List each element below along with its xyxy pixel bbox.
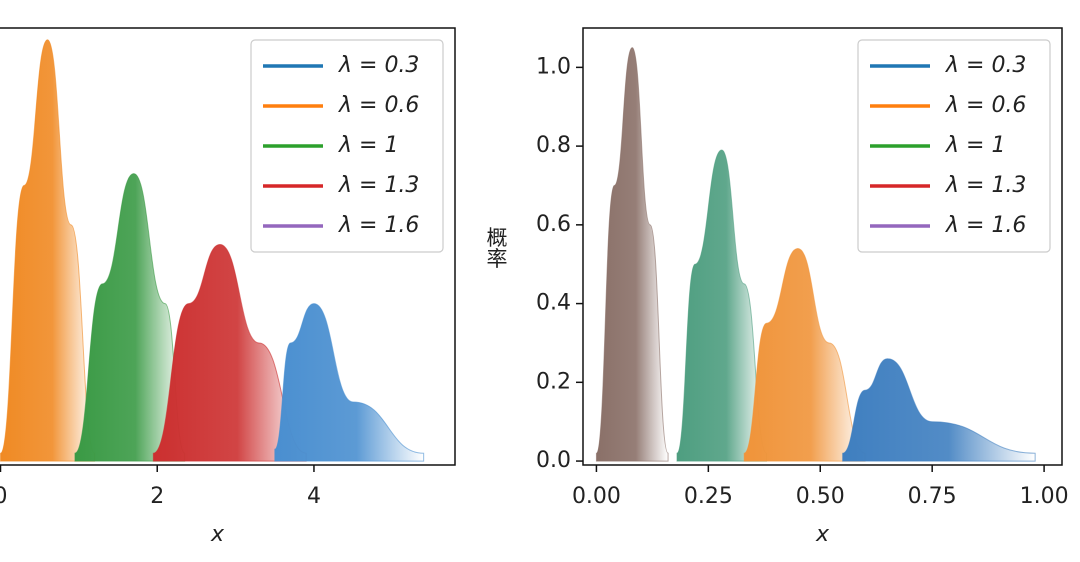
area <box>595 47 669 462</box>
area <box>743 247 866 462</box>
legend-label: λ = 1.3 <box>945 173 1026 198</box>
legend-label: λ = 1.3 <box>338 173 419 198</box>
plot-frame <box>582 27 1063 466</box>
legend-box <box>250 39 444 253</box>
x-tick-label: 0.25 <box>684 484 733 509</box>
legend-label: λ = 0.3 <box>338 53 419 78</box>
legend-label: λ = 0.6 <box>945 93 1026 118</box>
area <box>274 303 425 462</box>
x-tick-label: 2 <box>150 484 164 509</box>
x-tick-label: 0.00 <box>572 484 621 509</box>
y-tick-label: 0.4 <box>536 291 571 316</box>
legend-label: λ = 0.3 <box>945 53 1026 78</box>
area <box>842 358 1036 462</box>
legend-label: λ = 1.6 <box>338 213 419 238</box>
y-tick-label: 0.0 <box>536 448 571 473</box>
y-tick-label: 0.2 <box>536 369 571 394</box>
legend-box <box>857 39 1051 253</box>
x-axis-label: x <box>815 522 830 547</box>
x-tick-label: 0 <box>0 484 8 509</box>
x-tick-label: 1.00 <box>1020 484 1069 509</box>
legend-label: λ = 0.6 <box>338 93 419 118</box>
legend-label: λ = 1.6 <box>945 213 1026 238</box>
area <box>676 149 768 462</box>
x-axis-label: x <box>210 522 225 547</box>
y-tick-label: 0.6 <box>536 212 571 237</box>
y-tick-label: 0.8 <box>536 133 571 158</box>
x-tick-label: 0.75 <box>908 484 957 509</box>
plot-frame <box>0 27 456 466</box>
legend-label: λ = 1 <box>945 133 1005 158</box>
area <box>0 39 96 462</box>
x-tick-label: 4 <box>307 484 321 509</box>
legend-label: λ = 1 <box>338 133 398 158</box>
y-axis-label: 概率 <box>484 227 508 269</box>
y-tick-label: 1.0 <box>536 54 571 79</box>
x-tick-label: 0.50 <box>796 484 845 509</box>
